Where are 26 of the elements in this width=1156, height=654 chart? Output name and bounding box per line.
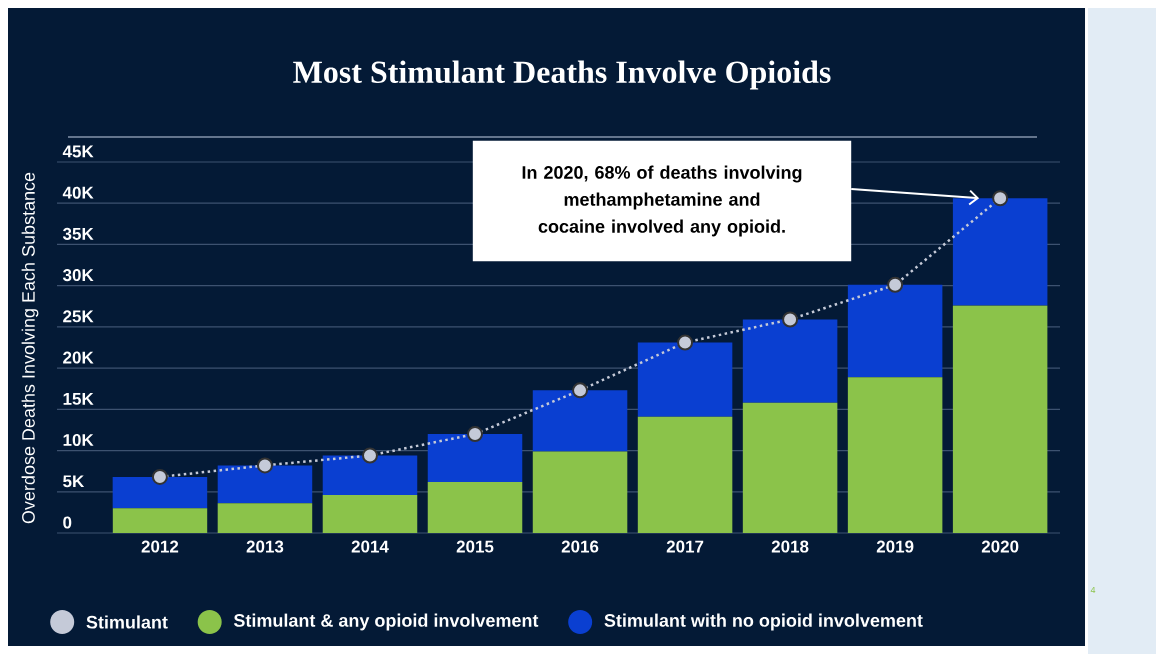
x-tick-label: 2018 — [771, 540, 809, 553]
y-tick-label: 5K — [63, 475, 85, 488]
x-tick-label: 2017 — [666, 540, 704, 553]
x-tick-label: 2019 — [876, 540, 914, 553]
x-tick-label: 2012 — [141, 540, 179, 553]
x-tick-label: 2016 — [561, 540, 599, 553]
y-tick-label: 30K — [62, 269, 94, 282]
annotation: In 2020, 68% of deaths involving methamphetamine and cocaine involved any opioid. — [522, 165, 802, 237]
legend-label: Stimulant & any opioid involvement — [233, 613, 539, 631]
legend-label: Stimulant — [86, 615, 168, 629]
y-tick-label: 40K — [62, 186, 94, 199]
x-tick-label: 2020 — [981, 540, 1019, 553]
y-tick-label: 10K — [63, 433, 94, 447]
legend-label: Stimulant with no opioid involvement — [604, 613, 923, 631]
x-tick-label: 2015 — [456, 540, 494, 553]
y-tick-label: 25K — [63, 310, 94, 323]
y-tick-label: 45K — [62, 145, 94, 158]
chart-title: Most Stimulant Deaths Involve Opioids — [293, 60, 831, 90]
y-tick-label: 35K — [62, 227, 94, 240]
x-tick-label: 2013 — [246, 540, 284, 553]
x-tick-label: 2014 — [351, 540, 389, 553]
y-tick-label: 20K — [63, 351, 94, 364]
text: 4 — [1090, 586, 1096, 594]
y-axis-title: Overdose Deaths Involving Each Substance — [21, 172, 39, 524]
y-tick-label: 15K — [63, 392, 94, 405]
y-tick-label: 0 — [63, 516, 72, 529]
